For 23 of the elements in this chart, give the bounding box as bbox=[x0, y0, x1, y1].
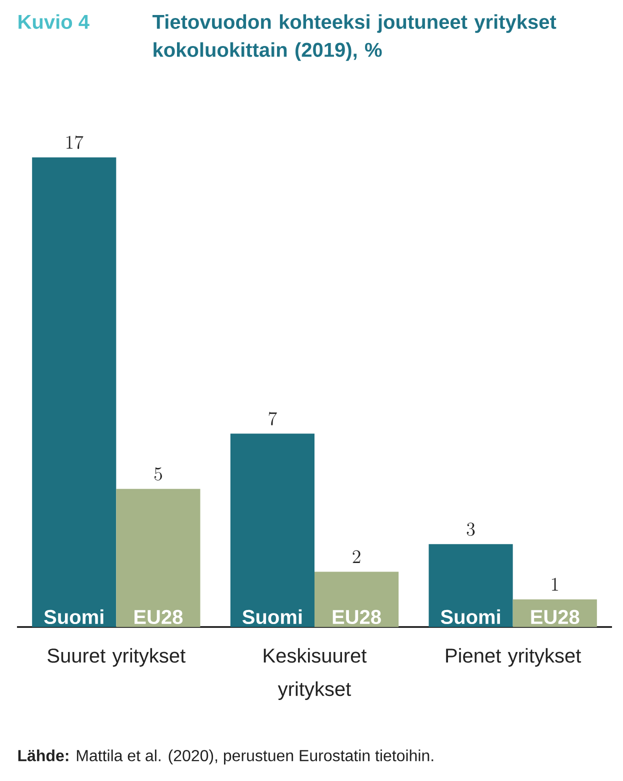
text: EU28 bbox=[531, 610, 580, 624]
chart-subtitle: Tietovuodon kohteeksi joutuneet yritykset kokoluokittain (2019), % bbox=[152, 14, 556, 61]
data-label: 17 bbox=[66, 136, 84, 150]
text: EU28 bbox=[332, 610, 381, 624]
data-label: 2 bbox=[352, 550, 360, 564]
x-tick-label: Pienet yritykset bbox=[446, 648, 582, 667]
bar bbox=[314, 572, 399, 627]
data-label: 7 bbox=[268, 412, 277, 426]
x-tick-label: Keskisuuret yritykset bbox=[264, 648, 367, 700]
bar bbox=[32, 157, 116, 627]
text: Suomi bbox=[440, 609, 500, 624]
chart-title: Kuvio 4 bbox=[18, 14, 90, 29]
bar bbox=[116, 488, 200, 627]
data-label: 5 bbox=[154, 467, 162, 481]
x-tick-label: Suuret yritykset bbox=[48, 648, 186, 667]
series-label: Suomi bbox=[44, 609, 104, 624]
data-label: 3 bbox=[466, 522, 475, 536]
data-label: 1 bbox=[552, 578, 558, 591]
text: Lähde: Mattila et al. (2020), perustuen Eurostatin tietoihin. bbox=[18, 750, 434, 764]
bar bbox=[428, 544, 513, 627]
text: Suomi bbox=[242, 609, 302, 624]
series-label: EU28 bbox=[134, 610, 183, 624]
bar bbox=[230, 434, 314, 627]
